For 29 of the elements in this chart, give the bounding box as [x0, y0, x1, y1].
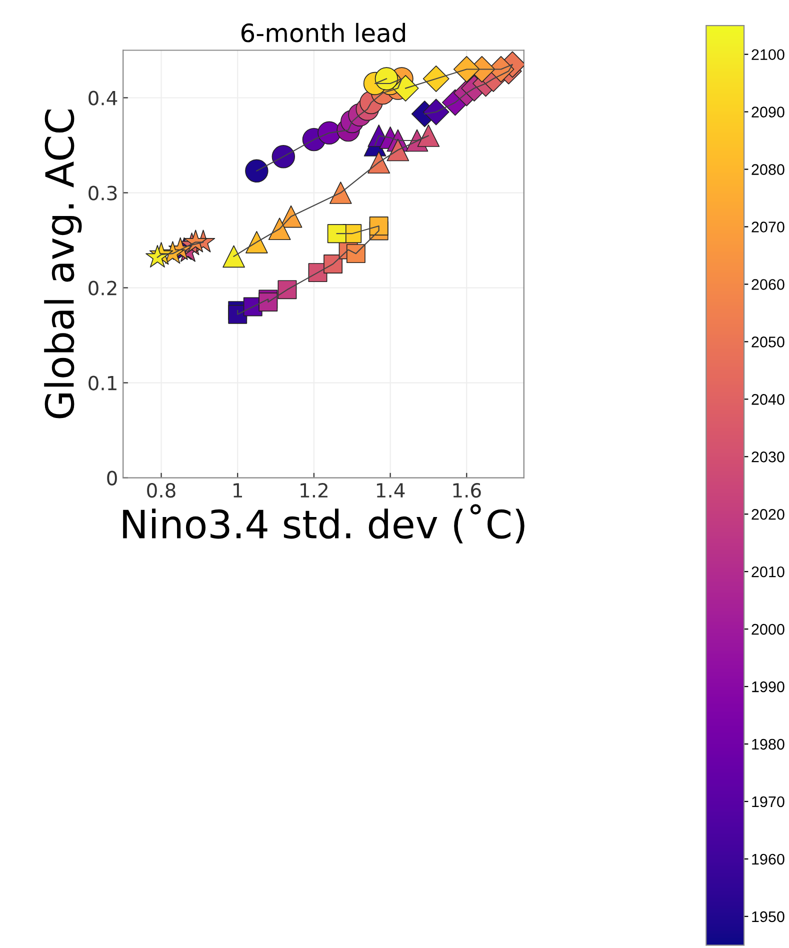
- color-bar-label: 2050: [752, 336, 784, 348]
- color-bar-label: 2060: [752, 279, 784, 290]
- color-bar-label: 2000: [752, 624, 784, 635]
- color-bar-label: 2040: [752, 394, 784, 405]
- x-tick-label: 1: [234, 483, 242, 498]
- color-bar-label: 2010: [752, 566, 784, 578]
- color-bar-label: 1970: [752, 796, 784, 808]
- y-tick-label: 0.3: [88, 186, 117, 200]
- x-tick-label: 1.2: [300, 482, 328, 498]
- x-tick-label: 1.6: [453, 482, 481, 498]
- x-tick-label: 1.4: [376, 483, 405, 498]
- color-bar-label: 1980: [752, 738, 784, 750]
- color-bar-label: 2090: [752, 106, 784, 118]
- color-bar-label: 2020: [752, 508, 784, 520]
- color-bar-label: 2030: [752, 452, 784, 462]
- color-bar-label: 1990: [752, 681, 784, 692]
- y-tick-label: 0.2: [88, 280, 116, 296]
- y-axis-title: Global avg. ACC: [44, 110, 82, 418]
- x-axis-title: Nino3.4 std. dev (˚C): [123, 504, 524, 544]
- y-tick-label: 0.1: [88, 376, 116, 390]
- color-bar-label: 2100: [752, 49, 784, 60]
- color-bar-label: 1950: [752, 911, 784, 922]
- y-tick-label: 0: [107, 470, 117, 486]
- chart-title: 6-month lead: [241, 22, 405, 42]
- color-bar-label: 2070: [752, 222, 784, 232]
- x-tick-label: 0.8: [147, 482, 176, 498]
- color-bar-label: 2080: [752, 164, 784, 175]
- y-tick-label: 0.4: [88, 90, 118, 106]
- color-bar-label: 1960: [752, 854, 784, 865]
